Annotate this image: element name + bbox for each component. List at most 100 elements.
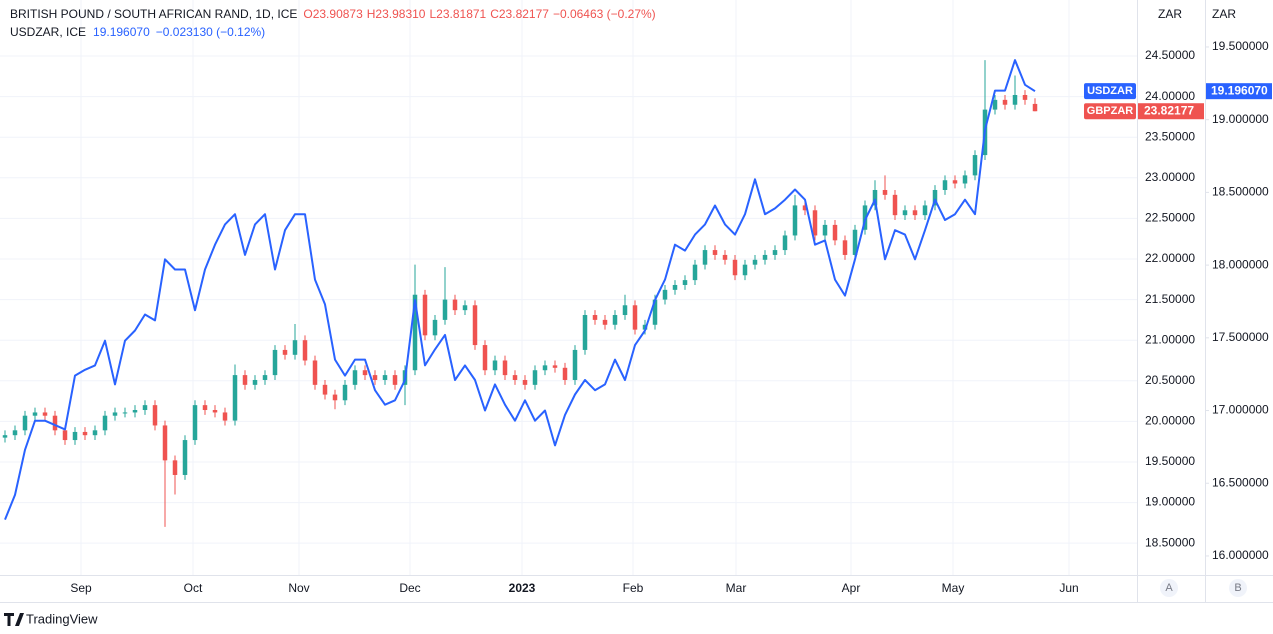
- candle-body: [322, 384, 328, 395]
- candle-body: [242, 375, 248, 385]
- axis-unit: ZAR: [1158, 7, 1182, 21]
- x-tick-label: Apr: [842, 581, 861, 595]
- y2-tick-label: 18.000000: [1212, 257, 1269, 271]
- y-tick-label: 23.50000: [1145, 129, 1195, 143]
- candle-body: [562, 367, 568, 380]
- x-tick-label: Jun: [1059, 581, 1078, 595]
- candle-body: [142, 405, 148, 411]
- candle-body: [192, 405, 198, 441]
- candle-body: [232, 375, 238, 421]
- candle-body: [602, 319, 608, 325]
- legend-title: BRITISH POUND / SOUTH AFRICAN RAND, 1D, …: [10, 7, 297, 21]
- candle-body: [422, 294, 428, 336]
- y-tick-label: 22.00000: [1145, 251, 1195, 265]
- x-tick-label: Feb: [623, 581, 644, 595]
- x-tick-label: 2023: [509, 581, 536, 595]
- candle-body: [842, 240, 848, 255]
- y-tick-label: 21.50000: [1145, 292, 1195, 306]
- y-tick-label: 23.00000: [1145, 170, 1195, 184]
- candle-body: [812, 210, 818, 236]
- legend-value: −0.023130 (−0.12%): [156, 25, 265, 39]
- candle-body: [532, 370, 538, 385]
- legend-value: 19.196070: [93, 25, 150, 39]
- candle-body: [432, 319, 438, 336]
- candle-body: [362, 370, 368, 376]
- candle-body: [312, 360, 318, 385]
- candle-body: [492, 360, 498, 371]
- legend-value: O23.90873: [303, 7, 363, 21]
- candle-body: [392, 375, 398, 385]
- candle-body: [962, 175, 968, 184]
- candle-body: [1022, 94, 1028, 100]
- axis-badge[interactable]: [1160, 579, 1178, 597]
- candle-body: [152, 405, 158, 426]
- candle-body: [462, 305, 468, 311]
- candle-body: [952, 180, 958, 184]
- candle-body: [902, 210, 908, 216]
- candle-body: [682, 280, 688, 285]
- candle-body: [1002, 99, 1008, 105]
- series-tag: [1084, 103, 1136, 120]
- grid: [0, 0, 1137, 575]
- candle-body: [472, 305, 478, 346]
- x-tick-label: May: [942, 581, 965, 595]
- legend-line: BRITISH POUND / SOUTH AFRICAN RAND, 1D, …: [10, 7, 656, 21]
- candle-body: [162, 425, 168, 461]
- candle-body: [412, 294, 418, 371]
- candle-body: [892, 194, 898, 216]
- x-tick-label: Oct: [184, 581, 203, 595]
- y-tick-label: 19.50000: [1145, 454, 1195, 468]
- candle-body: [172, 460, 178, 475]
- y-tick-label: 19.00000: [1145, 495, 1195, 509]
- price-tag: [1206, 83, 1272, 100]
- y2-tick-label: 17.500000: [1212, 330, 1269, 344]
- candle-body: [552, 365, 558, 368]
- candle-body: [712, 250, 718, 255]
- y-tick-label: 21.00000: [1145, 332, 1195, 346]
- y2-tick-label: 16.000000: [1212, 548, 1269, 562]
- candle-body: [1032, 103, 1038, 112]
- candle-body: [652, 299, 658, 325]
- candle-body: [572, 349, 578, 380]
- candle-body: [612, 315, 618, 325]
- candle-body: [372, 375, 378, 380]
- candle-body: [112, 412, 118, 416]
- axis-name[interactable]: B: [1234, 582, 1241, 594]
- candle-body: [132, 410, 138, 413]
- candle-body: [832, 224, 838, 241]
- price-tag-label: 19.196070: [1211, 83, 1268, 97]
- candle-body: [742, 264, 748, 276]
- candle-body: [252, 379, 258, 385]
- brand-logo[interactable]: [4, 613, 24, 626]
- candle-body: [62, 430, 68, 441]
- axis-badge[interactable]: [1229, 579, 1247, 597]
- x-tick-label: Sep: [70, 581, 92, 595]
- line-series: [4, 59, 1036, 520]
- legend-value: L23.81871: [429, 7, 486, 21]
- axis-unit: ZAR: [1212, 7, 1236, 21]
- y2-tick-label: 19.500000: [1212, 39, 1269, 53]
- candle-body: [872, 189, 878, 206]
- candle-body: [482, 345, 488, 371]
- candle-body: [722, 254, 728, 260]
- axis-name[interactable]: A: [1165, 582, 1173, 594]
- series-tag-label: USDZAR: [1087, 85, 1133, 97]
- candle-body: [442, 299, 448, 320]
- y2-tick-label: 16.500000: [1212, 475, 1269, 489]
- candle-body: [522, 379, 528, 385]
- candle-body: [182, 440, 188, 475]
- marks: [2, 59, 1038, 527]
- brand[interactable]: TradingView: [26, 611, 98, 626]
- candle-body: [2, 435, 8, 438]
- overlay: 18.50000 19.00000 19.50000 20.00000 20.50000…: [70, 39, 1272, 595]
- price-tag-label: 23.82177: [1144, 103, 1194, 117]
- candle-body: [202, 405, 208, 411]
- y-tick-label: 22.50000: [1145, 211, 1195, 225]
- candle-body: [642, 324, 648, 330]
- candle-body: [82, 431, 88, 436]
- candle-body: [32, 412, 38, 416]
- candle-body: [52, 415, 58, 431]
- candle-body: [622, 305, 628, 316]
- price-tag: [1138, 103, 1204, 120]
